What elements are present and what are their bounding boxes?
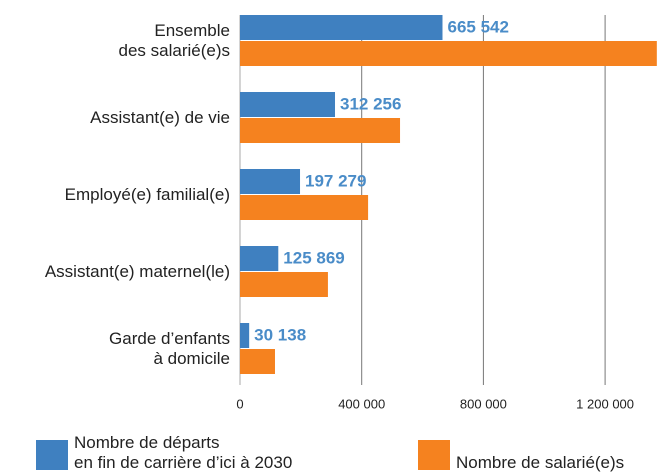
bar bbox=[240, 41, 657, 66]
bar bbox=[240, 118, 401, 143]
legend-label: Nombre de départs en fin de carrière d’i… bbox=[74, 433, 293, 472]
category-label: Employé(e) familial(e) bbox=[64, 185, 230, 204]
value-label: 665 542 bbox=[447, 17, 508, 36]
bar bbox=[240, 15, 443, 40]
category-label: Garde d’enfants à domicile bbox=[109, 329, 230, 368]
bar bbox=[240, 323, 250, 348]
value-label: 30 138 bbox=[254, 325, 306, 344]
legend-swatch bbox=[418, 440, 450, 470]
value-label: 312 256 bbox=[340, 94, 401, 113]
legend-swatch bbox=[36, 440, 68, 470]
bar bbox=[240, 349, 275, 374]
x-tick-label: 800 000 bbox=[460, 396, 507, 411]
category-label: Assistant(e) de vie bbox=[90, 108, 230, 127]
bar bbox=[240, 169, 301, 194]
bar bbox=[240, 92, 336, 117]
category-label: Assistant(e) maternel(le) bbox=[44, 262, 230, 281]
bar bbox=[240, 272, 328, 297]
bar bbox=[240, 195, 369, 220]
x-tick-label: 1 200 000 bbox=[576, 396, 634, 411]
x-tick-label: 0 bbox=[236, 396, 243, 411]
legend-label: Nombre de salarié(e)s bbox=[456, 453, 625, 472]
x-tick-label: 400 000 bbox=[338, 396, 385, 411]
bar bbox=[240, 246, 279, 271]
category-label: Ensemble des salarié(e)s bbox=[118, 21, 231, 60]
value-label: 197 279 bbox=[305, 171, 366, 190]
value-label: 125 869 bbox=[283, 248, 344, 267]
